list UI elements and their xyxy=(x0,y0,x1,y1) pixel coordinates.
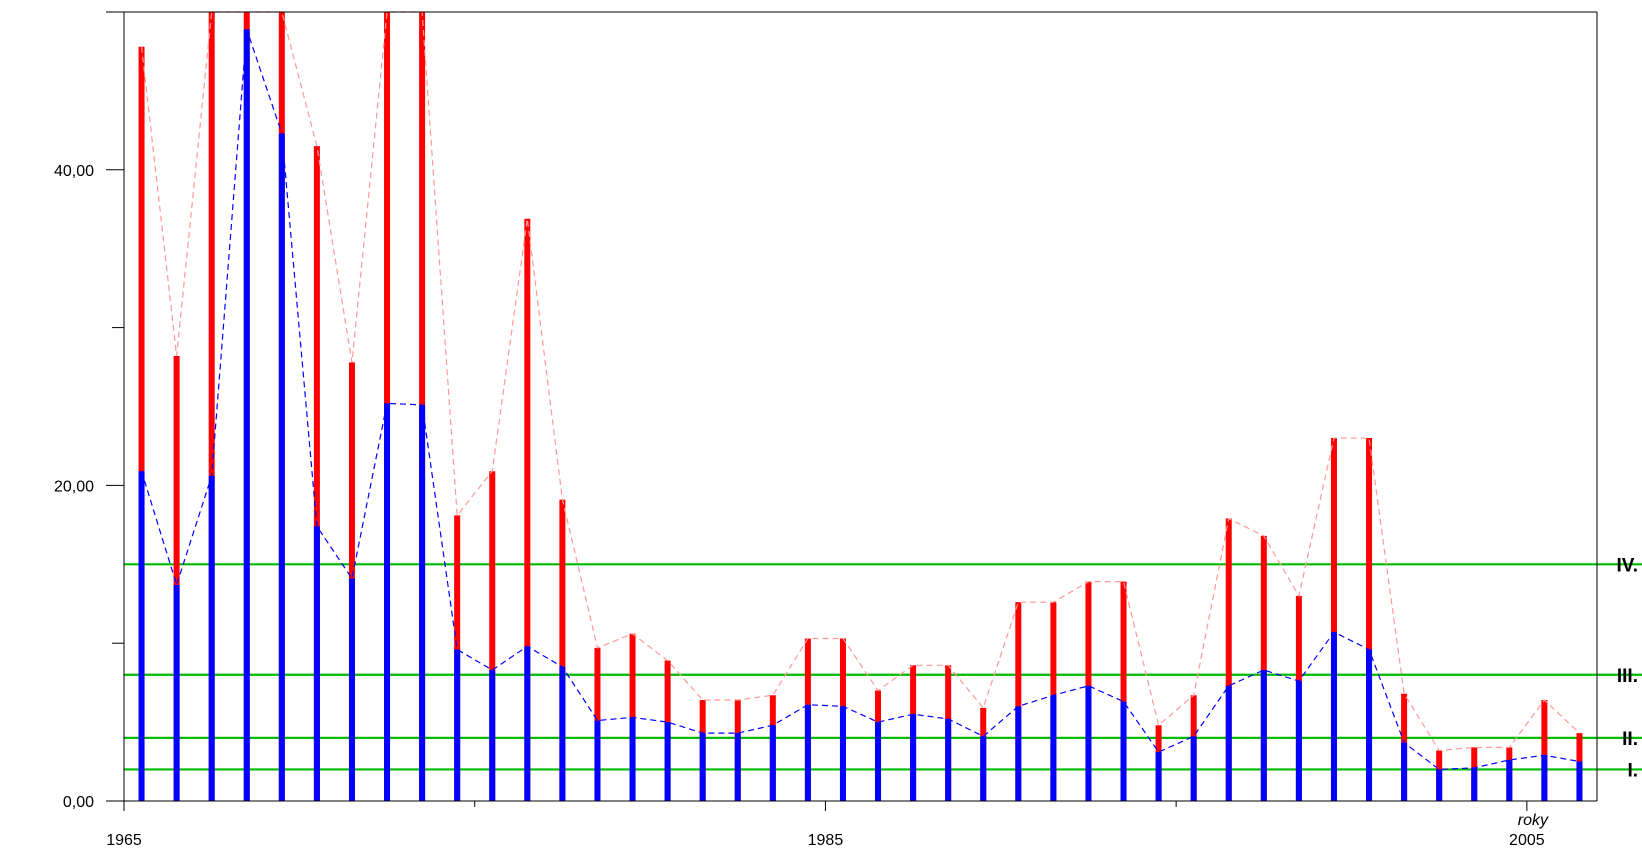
class-label: II. xyxy=(1622,729,1638,750)
y-tick-label: 0,00 xyxy=(63,794,94,811)
connector-lines-layer xyxy=(140,11,1580,771)
labels-layer: IV. III. II. I. 0,00 20,00 40,00 1965 1985 2005 ro… xyxy=(54,163,1638,849)
axes-layer xyxy=(106,11,1598,811)
x-tick-label: 1985 xyxy=(808,832,844,849)
class-label: I. xyxy=(1627,760,1638,781)
y-tick-label: 40,00 xyxy=(54,163,94,180)
x-axis-title: roky xyxy=(1518,812,1549,829)
y-tick-label: 20,00 xyxy=(54,478,94,495)
class-lines-layer xyxy=(124,563,1642,771)
class-label: IV. xyxy=(1617,555,1639,576)
upper-series-line xyxy=(140,11,1580,752)
x-tick-label: 2005 xyxy=(1509,832,1545,849)
bars-layer xyxy=(138,12,1583,801)
class-label: III. xyxy=(1617,666,1638,687)
lower-series-line xyxy=(140,29,1580,771)
x-tick-label: 1965 xyxy=(106,832,142,849)
